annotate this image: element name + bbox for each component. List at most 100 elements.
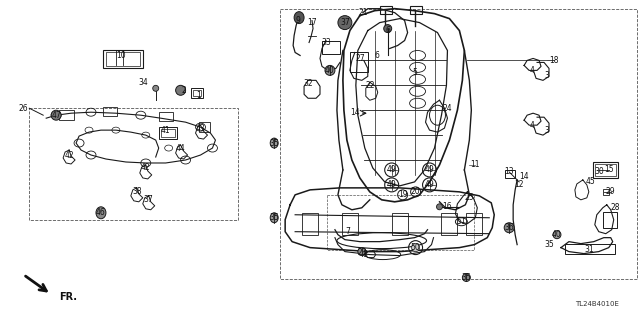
Text: 47: 47 bbox=[51, 111, 61, 120]
Text: FR.: FR. bbox=[59, 292, 77, 302]
Bar bbox=[191, 88, 202, 98]
Bar bbox=[350, 52, 368, 72]
Bar bbox=[159, 112, 173, 121]
Text: 25: 25 bbox=[465, 193, 474, 202]
Text: 35: 35 bbox=[461, 273, 471, 282]
Bar bbox=[106, 52, 140, 67]
Bar bbox=[327, 195, 474, 250]
Ellipse shape bbox=[358, 248, 366, 256]
Text: 15: 15 bbox=[604, 165, 614, 174]
Text: 41: 41 bbox=[161, 126, 170, 135]
Bar bbox=[193, 90, 200, 96]
Text: 1: 1 bbox=[196, 91, 201, 100]
Ellipse shape bbox=[384, 25, 392, 33]
Text: 7: 7 bbox=[346, 227, 350, 236]
Text: 19: 19 bbox=[398, 190, 408, 199]
Text: 29: 29 bbox=[606, 188, 616, 196]
Bar bbox=[603, 189, 609, 195]
Text: 3: 3 bbox=[545, 71, 550, 80]
Ellipse shape bbox=[294, 12, 304, 24]
Text: 43: 43 bbox=[196, 124, 205, 132]
Ellipse shape bbox=[270, 138, 278, 148]
Ellipse shape bbox=[436, 204, 442, 210]
Text: 49: 49 bbox=[425, 180, 435, 189]
Text: 49: 49 bbox=[387, 180, 397, 189]
Text: 37: 37 bbox=[144, 195, 154, 204]
Ellipse shape bbox=[175, 85, 186, 95]
Text: 34: 34 bbox=[139, 78, 148, 87]
Text: 18: 18 bbox=[549, 56, 559, 65]
Bar bbox=[595, 164, 616, 176]
Ellipse shape bbox=[553, 231, 561, 239]
Text: 8: 8 bbox=[362, 250, 367, 259]
Bar bbox=[442, 213, 458, 235]
Bar bbox=[505, 170, 515, 178]
Text: TL24B4010E: TL24B4010E bbox=[575, 301, 619, 307]
Text: 21: 21 bbox=[358, 8, 367, 17]
Text: 37: 37 bbox=[340, 18, 350, 27]
Bar bbox=[198, 122, 211, 132]
Ellipse shape bbox=[96, 207, 106, 219]
Text: 40: 40 bbox=[325, 66, 335, 75]
Text: 6: 6 bbox=[385, 26, 390, 35]
Bar bbox=[380, 6, 392, 14]
Bar bbox=[410, 6, 422, 14]
Bar bbox=[565, 244, 614, 253]
Bar bbox=[159, 127, 177, 139]
Bar bbox=[593, 162, 618, 178]
Text: 27: 27 bbox=[355, 54, 365, 63]
Text: 42: 42 bbox=[64, 150, 74, 160]
Text: 49: 49 bbox=[387, 165, 397, 174]
Text: 44: 44 bbox=[176, 144, 186, 153]
Text: 38: 38 bbox=[132, 188, 141, 196]
Ellipse shape bbox=[504, 223, 514, 233]
Text: 40: 40 bbox=[552, 230, 562, 239]
Text: 50: 50 bbox=[411, 243, 420, 252]
Text: 16: 16 bbox=[443, 202, 452, 211]
Ellipse shape bbox=[338, 16, 352, 29]
Text: 31: 31 bbox=[584, 245, 594, 254]
Text: 33: 33 bbox=[321, 38, 331, 47]
Ellipse shape bbox=[325, 65, 335, 76]
Bar bbox=[280, 9, 637, 279]
Text: 35: 35 bbox=[544, 240, 554, 249]
Text: 5: 5 bbox=[412, 68, 417, 77]
Bar bbox=[392, 213, 408, 235]
Ellipse shape bbox=[153, 85, 159, 91]
Text: 45: 45 bbox=[586, 177, 596, 187]
Bar bbox=[603, 212, 617, 228]
Bar bbox=[467, 213, 483, 235]
Text: 22: 22 bbox=[365, 81, 374, 90]
Text: 3: 3 bbox=[545, 126, 550, 135]
Text: 24: 24 bbox=[443, 104, 452, 113]
Text: 2: 2 bbox=[181, 86, 186, 95]
Text: 35: 35 bbox=[269, 213, 279, 222]
Text: 10: 10 bbox=[116, 51, 125, 60]
Bar bbox=[103, 107, 117, 116]
Text: 51: 51 bbox=[456, 217, 466, 226]
Ellipse shape bbox=[270, 213, 278, 223]
Text: 17: 17 bbox=[307, 18, 317, 27]
Text: 20: 20 bbox=[411, 188, 420, 196]
Text: 32: 32 bbox=[303, 79, 313, 88]
Text: 42: 42 bbox=[141, 164, 150, 172]
Ellipse shape bbox=[51, 110, 61, 120]
Bar bbox=[59, 110, 74, 120]
Ellipse shape bbox=[412, 244, 420, 252]
Bar bbox=[302, 213, 318, 235]
Text: 26: 26 bbox=[19, 104, 28, 113]
Text: 35: 35 bbox=[269, 139, 279, 148]
Bar bbox=[342, 213, 358, 235]
Text: 6: 6 bbox=[374, 51, 379, 60]
Text: 9: 9 bbox=[296, 16, 301, 25]
Text: 23: 23 bbox=[357, 248, 367, 257]
Text: 30: 30 bbox=[594, 167, 604, 176]
Text: 46: 46 bbox=[96, 208, 106, 217]
Bar bbox=[322, 41, 340, 54]
Ellipse shape bbox=[462, 274, 470, 282]
Text: 4: 4 bbox=[530, 121, 534, 130]
Text: 36: 36 bbox=[504, 223, 514, 232]
Text: 14: 14 bbox=[350, 108, 360, 117]
Text: 4: 4 bbox=[530, 66, 534, 75]
Bar bbox=[29, 108, 238, 220]
